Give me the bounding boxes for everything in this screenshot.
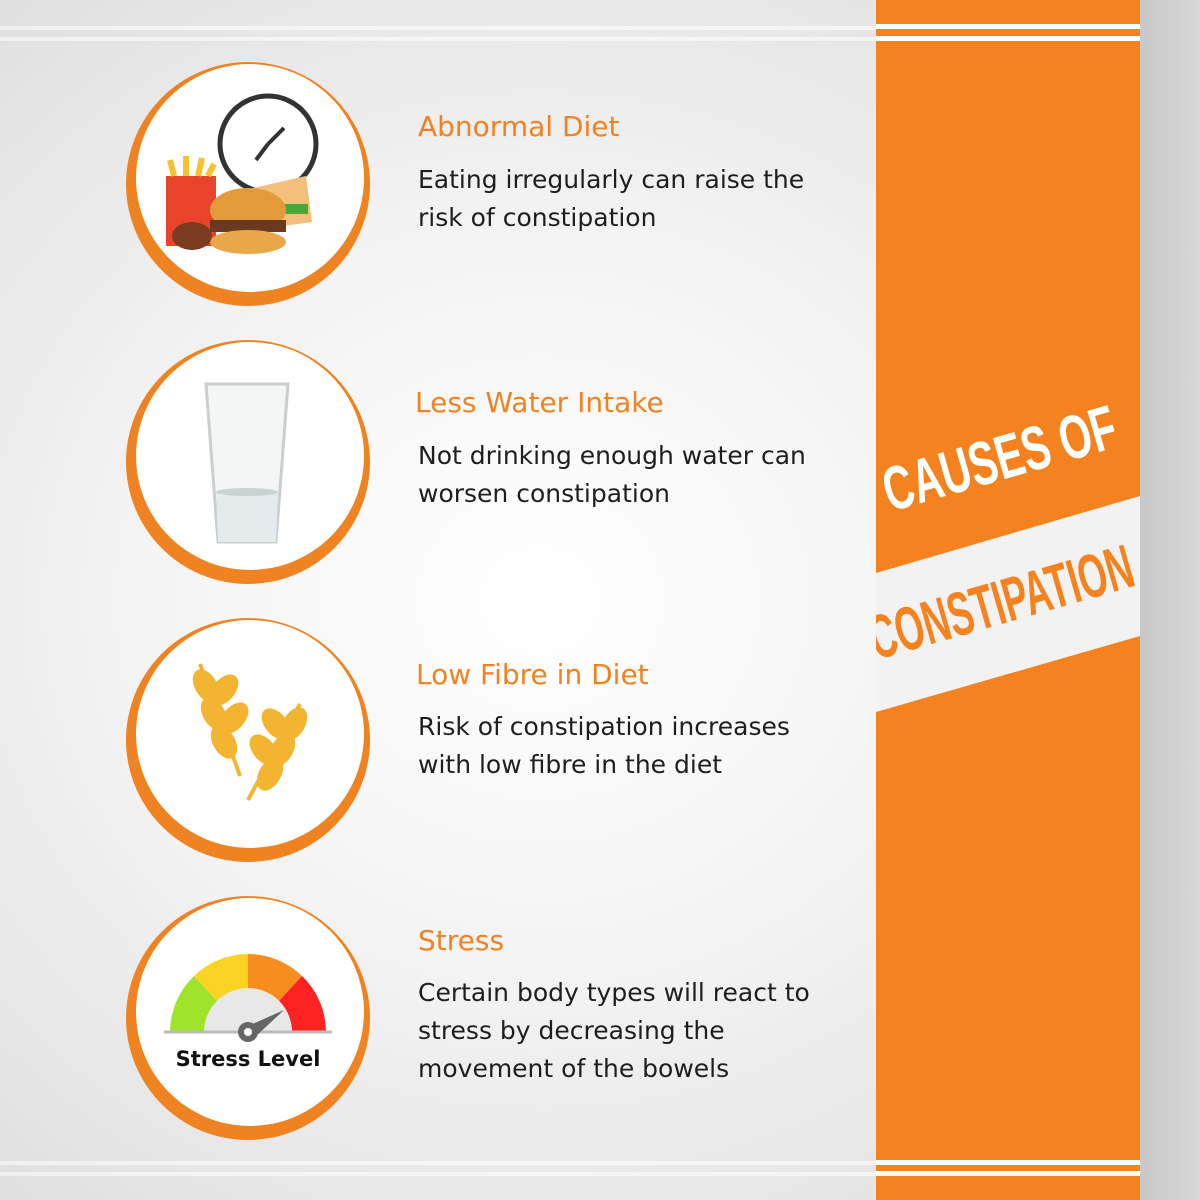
cause-description: Not drinking enough water can worsen con… xyxy=(418,441,806,508)
water-glass-icon xyxy=(136,342,364,570)
top-divider-line xyxy=(0,26,1200,30)
banner-title: CAUSES OF CONSTIPATION xyxy=(876,393,1140,712)
cause-description: Risk of constipation increases with low … xyxy=(418,712,790,779)
cause-less-water: Less Water Intake Not drinking enough wa… xyxy=(0,0,870,584)
cause-stress: Stress Level Stress Certain body types w… xyxy=(0,0,870,1140)
cause-title: Low Fibre in Diet xyxy=(416,658,649,691)
fast-food-clock-icon xyxy=(136,64,364,292)
bottom-divider-line xyxy=(0,1161,1200,1165)
cause-description: Certain body types will react to stress … xyxy=(418,978,810,1083)
cause-description: Eating irregularly can raise the risk of… xyxy=(418,165,805,232)
wheat-icon xyxy=(136,620,364,848)
cause-low-fibre: Low Fibre in Diet Risk of constipation i… xyxy=(0,0,870,862)
right-margin xyxy=(1140,0,1200,1200)
stress-level-label: Stress Level xyxy=(176,1047,321,1071)
bottom-divider-line xyxy=(0,1172,1200,1176)
cause-abnormal-diet: Abnormal Diet Eating irregularly can rai… xyxy=(0,0,870,306)
cause-title: Less Water Intake xyxy=(415,386,664,419)
top-divider-line xyxy=(0,37,1200,41)
banner-line-1: CAUSES OF xyxy=(876,393,1125,525)
stress-gauge-icon: Stress Level xyxy=(136,898,364,1126)
cause-title: Stress xyxy=(418,924,505,957)
cause-title: Abnormal Diet xyxy=(418,110,620,143)
